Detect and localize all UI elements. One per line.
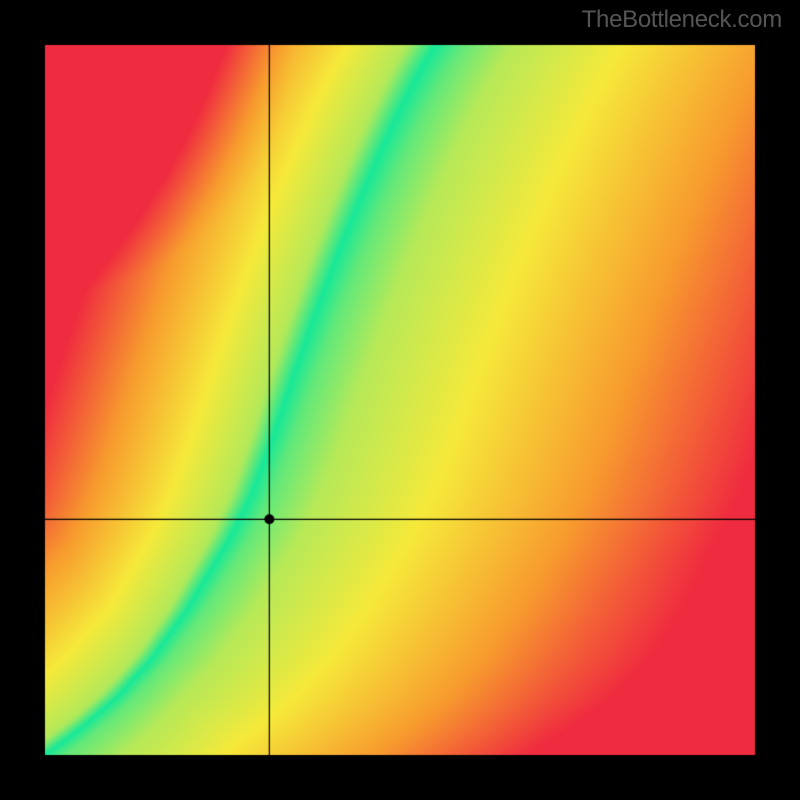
chart-container: TheBottleneck.com: [0, 0, 800, 800]
watermark-text: TheBottleneck.com: [582, 6, 782, 34]
heatmap-canvas: [0, 0, 800, 800]
